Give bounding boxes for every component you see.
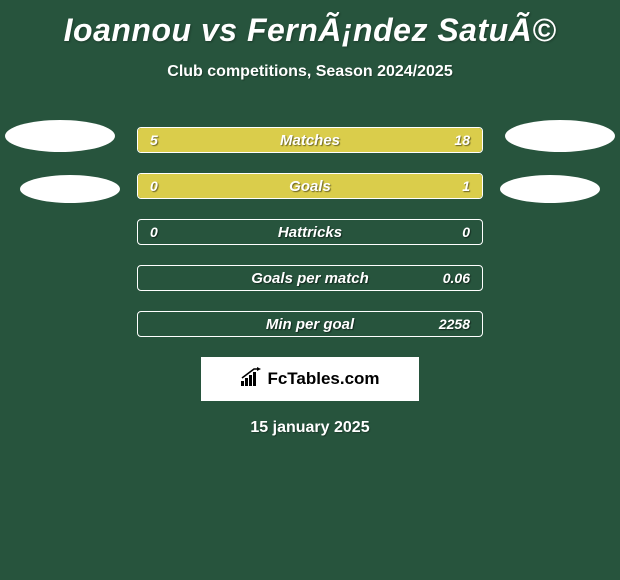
bar-mpg: Min per goal 2258 <box>137 311 483 337</box>
bar-matches-label: Matches <box>280 132 340 149</box>
page-title: Ioannou vs FernÃ¡ndez SatuÃ© <box>0 0 620 49</box>
bar-gpm: Goals per match 0.06 <box>137 265 483 291</box>
subtitle: Club competitions, Season 2024/2025 <box>0 63 620 81</box>
bar-goals: 0 Goals 1 <box>137 173 483 199</box>
player-badge-left-1 <box>5 120 115 152</box>
chart-icon <box>240 367 262 392</box>
date-label: 15 january 2025 <box>0 419 620 437</box>
bar-matches-value-right: 18 <box>454 132 470 148</box>
bar-hattricks-value-right: 0 <box>462 224 470 240</box>
bar-matches-value-left: 5 <box>150 132 158 148</box>
logo-label: FcTables.com <box>267 369 379 389</box>
logo-text: FcTables.com <box>240 367 379 392</box>
comparison-chart: 5 Matches 18 0 Goals 1 0 Hattricks 0 Goa… <box>137 127 483 337</box>
bar-hattricks-label: Hattricks <box>278 224 342 241</box>
bar-hattricks-value-left: 0 <box>150 224 158 240</box>
bar-goals-label: Goals <box>289 178 331 195</box>
bar-matches-fill-right <box>213 128 482 152</box>
bar-hattricks: 0 Hattricks 0 <box>137 219 483 245</box>
logo-box: FcTables.com <box>201 357 419 401</box>
bar-mpg-label: Min per goal <box>266 316 354 333</box>
bar-matches: 5 Matches 18 <box>137 127 483 153</box>
player-badge-left-2 <box>20 175 120 203</box>
bar-goals-value-left: 0 <box>150 178 158 194</box>
bar-gpm-label: Goals per match <box>251 270 369 287</box>
bar-goals-value-right: 1 <box>462 178 470 194</box>
bar-gpm-value-right: 0.06 <box>443 270 470 286</box>
player-badge-right-2 <box>500 175 600 203</box>
player-badge-right-1 <box>505 120 615 152</box>
bar-mpg-value-right: 2258 <box>439 316 470 332</box>
